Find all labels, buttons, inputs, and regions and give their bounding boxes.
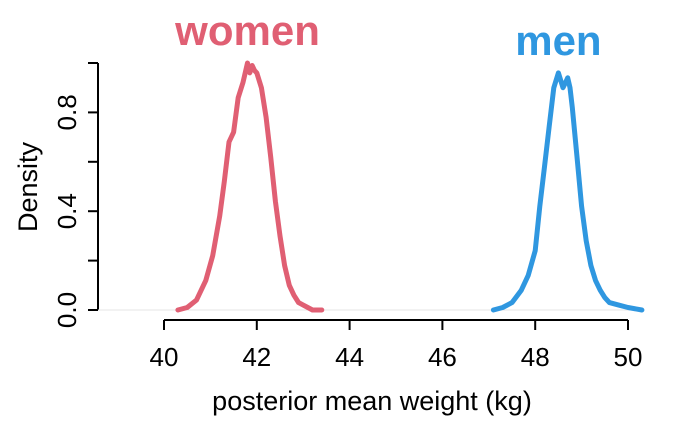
y-tick-label: 0.4 <box>52 193 82 229</box>
men-density-line <box>490 70 645 313</box>
x-tick-label: 48 <box>521 342 550 372</box>
x-tick-label: 42 <box>242 342 271 372</box>
x-tick-label: 44 <box>335 342 364 372</box>
men-label: men <box>515 17 601 64</box>
women-label: women <box>174 7 320 54</box>
x-ticks: 40 42 44 46 48 50 <box>150 320 643 372</box>
x-tick-label: 46 <box>428 342 457 372</box>
women-density-line <box>175 60 325 313</box>
y-tick-label: 0.8 <box>52 94 82 130</box>
y-axis-title: Density <box>13 141 43 232</box>
x-tick-label: 40 <box>150 342 179 372</box>
series-layer: women men <box>174 7 645 313</box>
x-tick-label: 50 <box>614 342 643 372</box>
y-ticks: 0.0 0.4 0.8 <box>52 62 98 328</box>
x-axis-title: posterior mean weight (kg) <box>212 386 532 416</box>
y-tick-label: 0.0 <box>52 292 82 328</box>
